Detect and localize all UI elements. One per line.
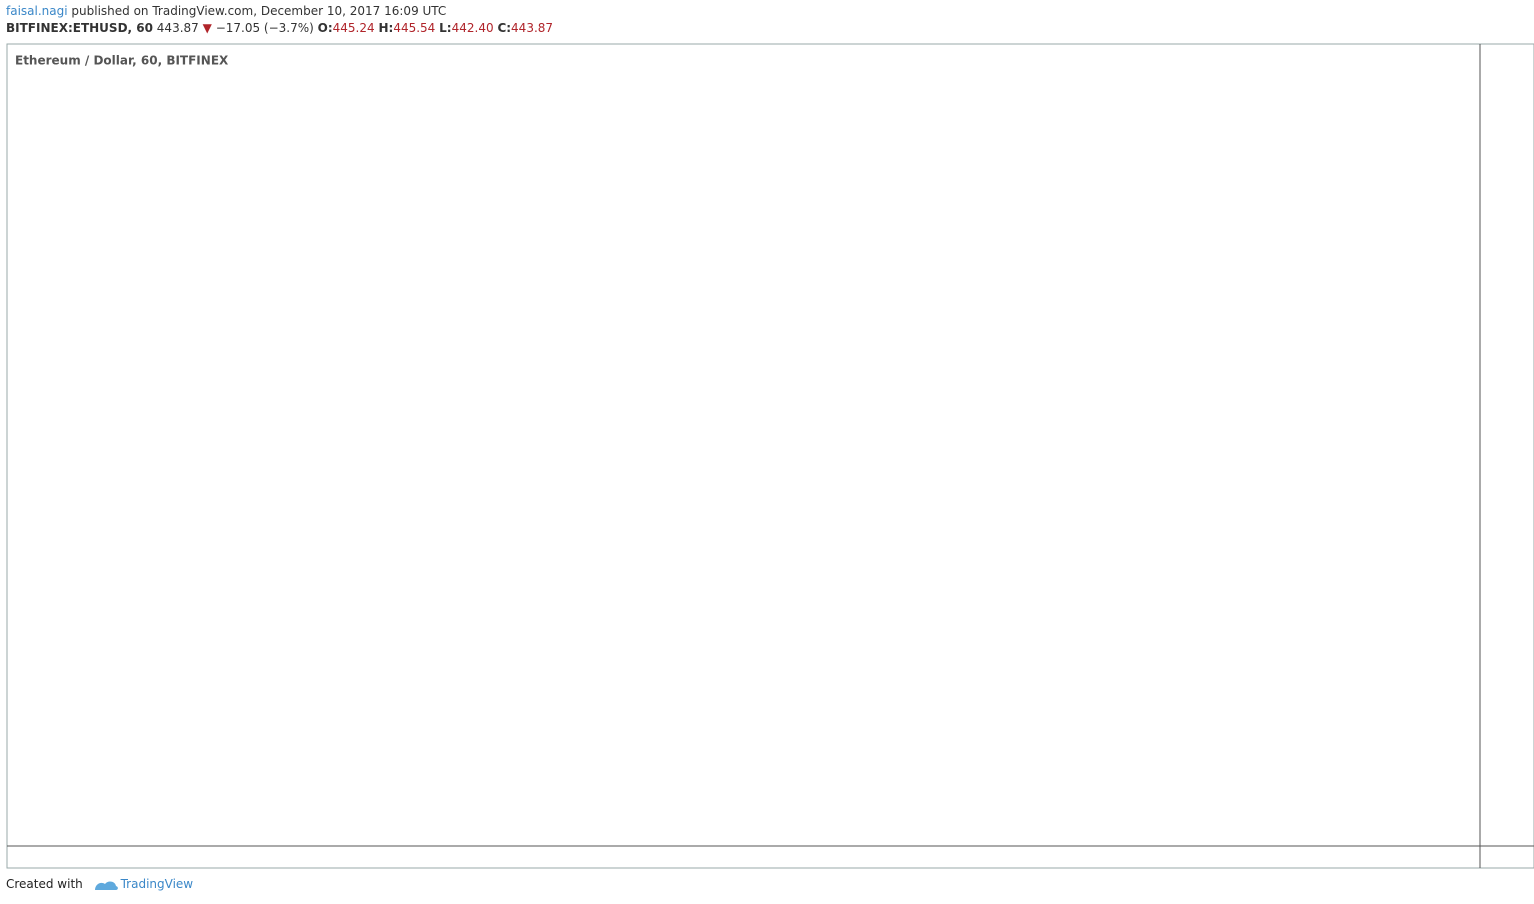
frame: [6, 43, 1534, 869]
brand[interactable]: TradingView: [120, 877, 194, 891]
quote-line: BITFINEX:ETHUSD, 60 443.87 ▼ −17.05 (−3.…: [6, 20, 553, 37]
author[interactable]: faisal.nagi: [6, 4, 68, 18]
ohlc-label: O:: [317, 21, 333, 35]
chart-title: Ethereum / Dollar, 60, BITFINEX: [15, 54, 229, 68]
footer: Created with TradingView: [6, 877, 193, 892]
ohlc-value: 442.40: [451, 21, 494, 35]
arrow: ▼: [202, 21, 212, 35]
header: faisal.nagi published on TradingView.com…: [6, 3, 553, 37]
symbol: BITFINEX:ETHUSD, 60: [6, 21, 153, 35]
ohlc-label: C:: [497, 21, 512, 35]
created: Created with: [6, 877, 83, 891]
ohlc-value: 445.24: [332, 21, 375, 35]
last: 443.87: [156, 21, 199, 35]
change: −17.05 (−3.7%): [215, 21, 314, 35]
publish-line: faisal.nagi published on TradingView.com…: [6, 3, 553, 20]
ohlc-label: L:: [439, 21, 452, 35]
ohlc-value: 445.54: [393, 21, 436, 35]
ohlc-label: H:: [378, 21, 394, 35]
logo: [94, 881, 118, 890]
chart: Ethereum / Dollar, 60, BITFINEX: [6, 43, 1534, 869]
published: published on TradingView.com, December 1…: [71, 4, 447, 18]
ohlc-value: 443.87: [511, 21, 554, 35]
